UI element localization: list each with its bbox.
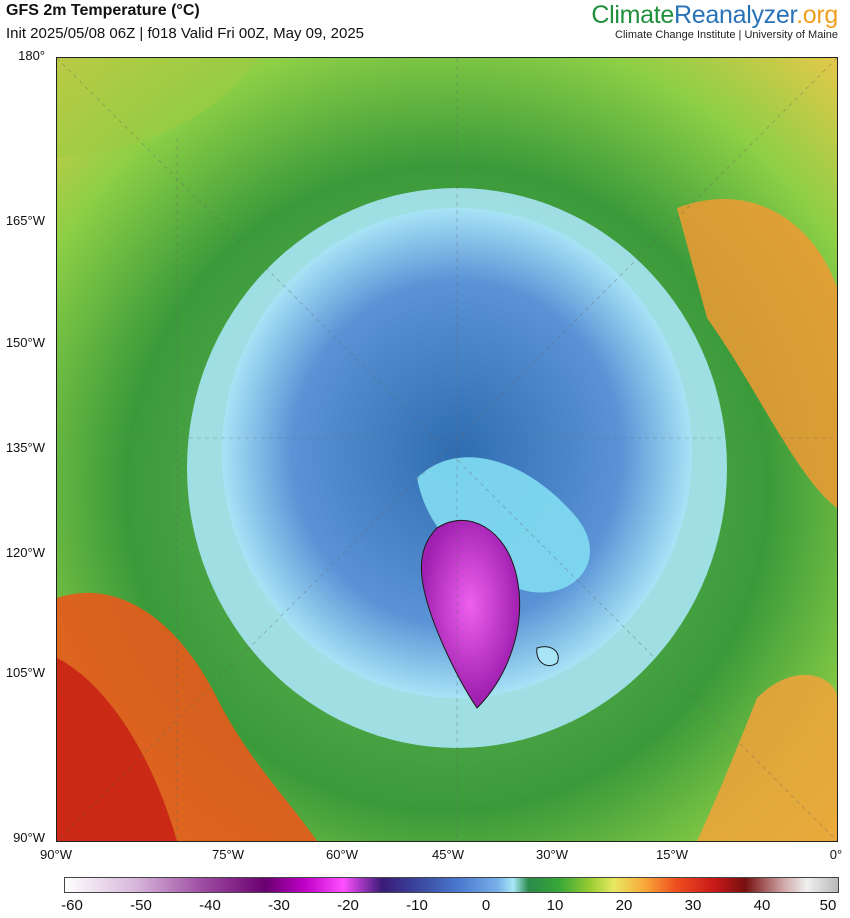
lon-label-45w: 45°W bbox=[432, 847, 464, 862]
lon-label-30w: 30°W bbox=[536, 847, 568, 862]
greenland bbox=[420, 519, 521, 709]
lon-label-60w: 60°W bbox=[326, 847, 358, 862]
brand-logo[interactable]: ClimateReanalyzer.org bbox=[591, 1, 838, 30]
lon-label-0: 0° bbox=[829, 847, 843, 862]
colorbar-tick: 10 bbox=[546, 897, 564, 914]
colorbar-tick: 50 bbox=[819, 897, 837, 914]
colorbar-tick: -50 bbox=[130, 897, 152, 914]
baffin-bay-region bbox=[417, 457, 590, 593]
north-america-hot-region bbox=[57, 658, 177, 841]
lat-label-135w: 135°W bbox=[5, 440, 45, 455]
colorbar-tick: -40 bbox=[199, 897, 221, 914]
lat-label-150w: 150°W bbox=[5, 335, 45, 350]
colorbar-tick: 20 bbox=[615, 897, 633, 914]
asia-warm-region bbox=[677, 199, 837, 508]
colorbar-tick: -20 bbox=[337, 897, 359, 914]
brand-part3: .org bbox=[796, 1, 838, 29]
colorbar-tick: 0 bbox=[481, 897, 491, 914]
iceland bbox=[536, 646, 559, 667]
brand-tagline: Climate Change Institute | University of… bbox=[615, 29, 838, 41]
lat-label-120w: 120°W bbox=[5, 545, 45, 560]
lon-label-15w: 15°W bbox=[656, 847, 688, 862]
graticule bbox=[57, 58, 837, 841]
colorbar-tick: 40 bbox=[753, 897, 771, 914]
colorbar-tick: -60 bbox=[61, 897, 83, 914]
lon-label-90w: 90°W bbox=[40, 847, 72, 862]
chart-title: GFS 2m Temperature (°C) bbox=[6, 2, 200, 19]
brand-part1: Climate bbox=[591, 1, 675, 29]
pacific-region bbox=[57, 58, 257, 158]
lat-label-90w: 90°W bbox=[13, 830, 45, 845]
temperature-map[interactable] bbox=[56, 57, 838, 842]
lat-label-180: 180° bbox=[18, 48, 45, 63]
lon-label-75w: 75°W bbox=[212, 847, 244, 862]
africa-warm-region bbox=[697, 674, 837, 841]
colorbar bbox=[64, 877, 839, 893]
map-svg bbox=[57, 58, 837, 841]
chart-subtitle: Init 2025/05/08 06Z | f018 Valid Fri 00Z… bbox=[6, 25, 365, 42]
colorbar-tick: -10 bbox=[406, 897, 428, 914]
colorbar-tick: -30 bbox=[268, 897, 290, 914]
lat-label-165w: 165°W bbox=[5, 213, 45, 228]
colorbar-tick: 30 bbox=[684, 897, 702, 914]
brand-part2: Reanalyzer bbox=[674, 1, 797, 29]
lat-label-105w: 105°W bbox=[5, 665, 45, 680]
